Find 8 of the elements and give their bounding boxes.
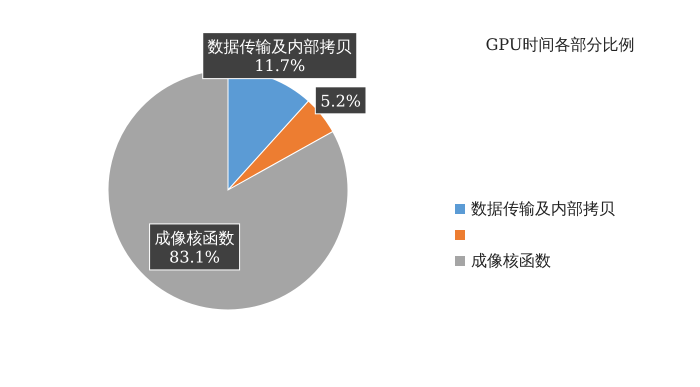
legend-label: 数据传输及内部拷贝 [471, 199, 615, 218]
data-label: 11.7% [254, 56, 306, 76]
data-label: 83.1% [169, 247, 220, 266]
slice-label: 数据传输及内部拷贝 [208, 37, 352, 56]
slice-label: 成像核函数 [154, 228, 235, 248]
data-label: 5.2% [320, 91, 361, 110]
legend-label: 成像核函数 [471, 251, 551, 270]
chart-title: GPU时间各部分比例 [486, 35, 634, 54]
